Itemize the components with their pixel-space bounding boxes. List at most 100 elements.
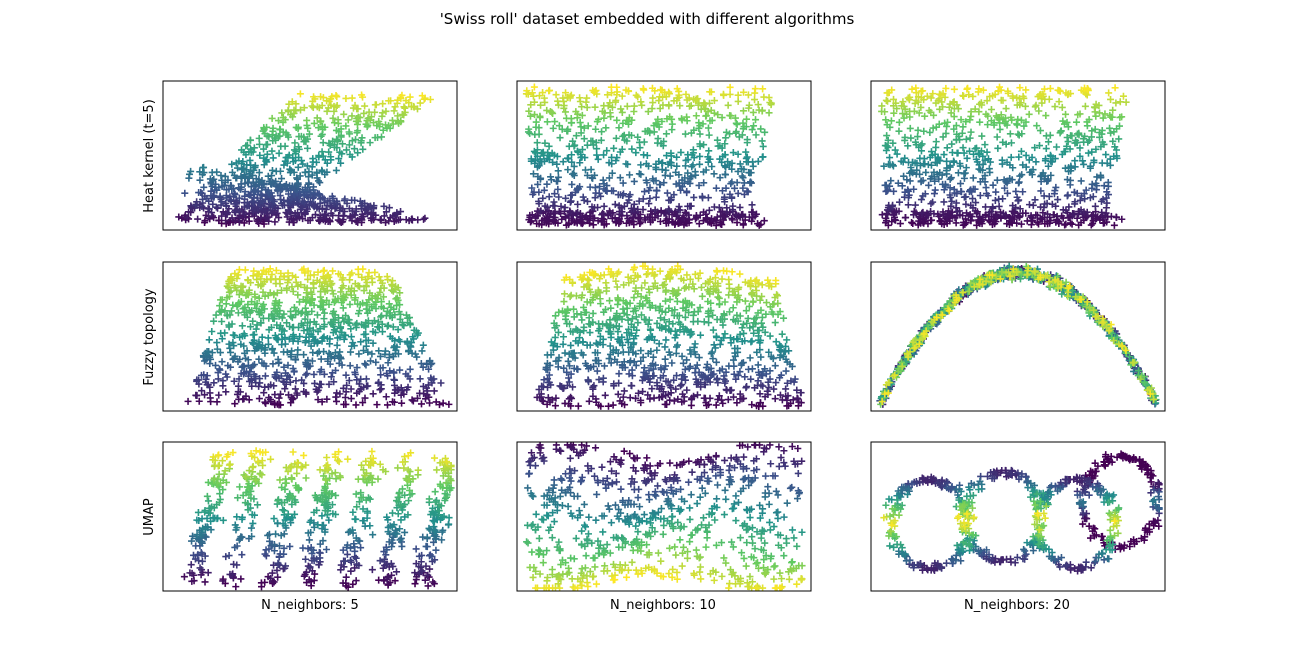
scatter-point [636,220,644,228]
scatter-point [323,97,331,105]
scatter-point [567,393,575,401]
scatter-point [372,101,380,109]
scatter-point [315,152,323,160]
scatter-point [754,361,762,369]
scatter-point [576,159,584,167]
scatter-point [999,138,1007,146]
scatter-point [704,124,712,132]
scatter-point [278,175,286,183]
scatter-point [1037,187,1045,195]
scatter-point [912,138,920,146]
scatter-point [887,177,895,185]
scatter-point [894,179,902,187]
scatter-point [348,196,356,204]
scatter-point [551,333,559,341]
scatter-point [377,371,385,379]
scatter-point [926,128,934,136]
scatter-point [560,298,568,306]
scatter-point [291,139,299,147]
scatter-point [710,203,718,211]
scatter-point [708,163,716,171]
scatter-point [719,399,727,407]
scatter-point [658,166,666,174]
scatter-point [260,389,268,397]
scatter-point [306,198,314,206]
scatter-point [378,133,386,141]
scatter-point [697,283,705,291]
scatter-point [891,146,899,154]
scatter-point [648,105,656,113]
scatter-point [525,107,533,115]
scatter-point [978,132,986,140]
scatter-point [554,97,562,105]
scatter-point [1036,142,1044,150]
scatter-point [780,314,788,322]
scatter-point [543,180,551,188]
scatter-point [696,152,704,160]
scatter-point [212,203,220,211]
scatter-point [545,193,553,201]
scatter-point [629,213,637,221]
scatter-point [771,319,779,327]
scatter-point [371,268,379,276]
scatter-point [702,112,710,120]
scatter-point [309,183,317,191]
scatter-point [570,305,578,313]
scatter-point [372,211,380,219]
scatter-point [426,96,434,104]
scatter-point [950,157,958,165]
scatter-point [667,149,675,157]
scatter-point [627,382,635,390]
scatter-point [945,207,953,215]
scatter-point [742,148,750,156]
scatter-point [748,201,756,209]
scatter-point [890,187,898,195]
scatter-point [1088,180,1096,188]
scatter-point [318,102,326,110]
scatter-point [1093,173,1101,181]
scatter-point [272,275,280,283]
scatter-point [748,337,756,345]
scatter-point [1033,122,1041,130]
scatter-point [747,178,755,186]
scatter-point [668,359,676,367]
scatter-point [268,147,276,155]
scatter-point [726,111,734,119]
scatter-point [721,193,729,201]
scatter-point [979,160,987,168]
scatter-point [598,211,606,219]
scatter-point [332,126,340,134]
scatter-point [543,106,551,114]
scatter-point [659,159,667,167]
scatter-point [1112,99,1120,107]
scatter-point [619,190,627,198]
scatter-point [713,136,721,144]
scatter-point [390,376,398,383]
scatter-point [604,402,612,410]
scatter-point [596,182,604,190]
scatter-point [551,190,559,198]
scatter-point [716,174,724,182]
scatter-point [739,174,747,182]
scatter-point [659,101,667,109]
scatter-point [348,112,356,120]
scatter-point [694,317,702,325]
scatter-point [740,88,748,96]
scatter-point [782,367,790,375]
scatter-point [351,101,359,109]
scatter-point [592,125,600,133]
scatter-point [333,102,341,110]
scatter-point [370,202,378,210]
scatter-point [931,186,939,194]
scatter-point [673,297,681,305]
scatter-point [417,400,425,408]
scatter-point [646,184,654,192]
scatter-point [1064,138,1072,146]
scatter-point [1006,174,1014,182]
scatter-point [421,214,429,222]
scatter-point [593,145,601,153]
scatter-point [1076,152,1084,160]
scatter-point [527,155,535,163]
scatter-point [690,126,698,134]
scatter-point [335,212,343,220]
